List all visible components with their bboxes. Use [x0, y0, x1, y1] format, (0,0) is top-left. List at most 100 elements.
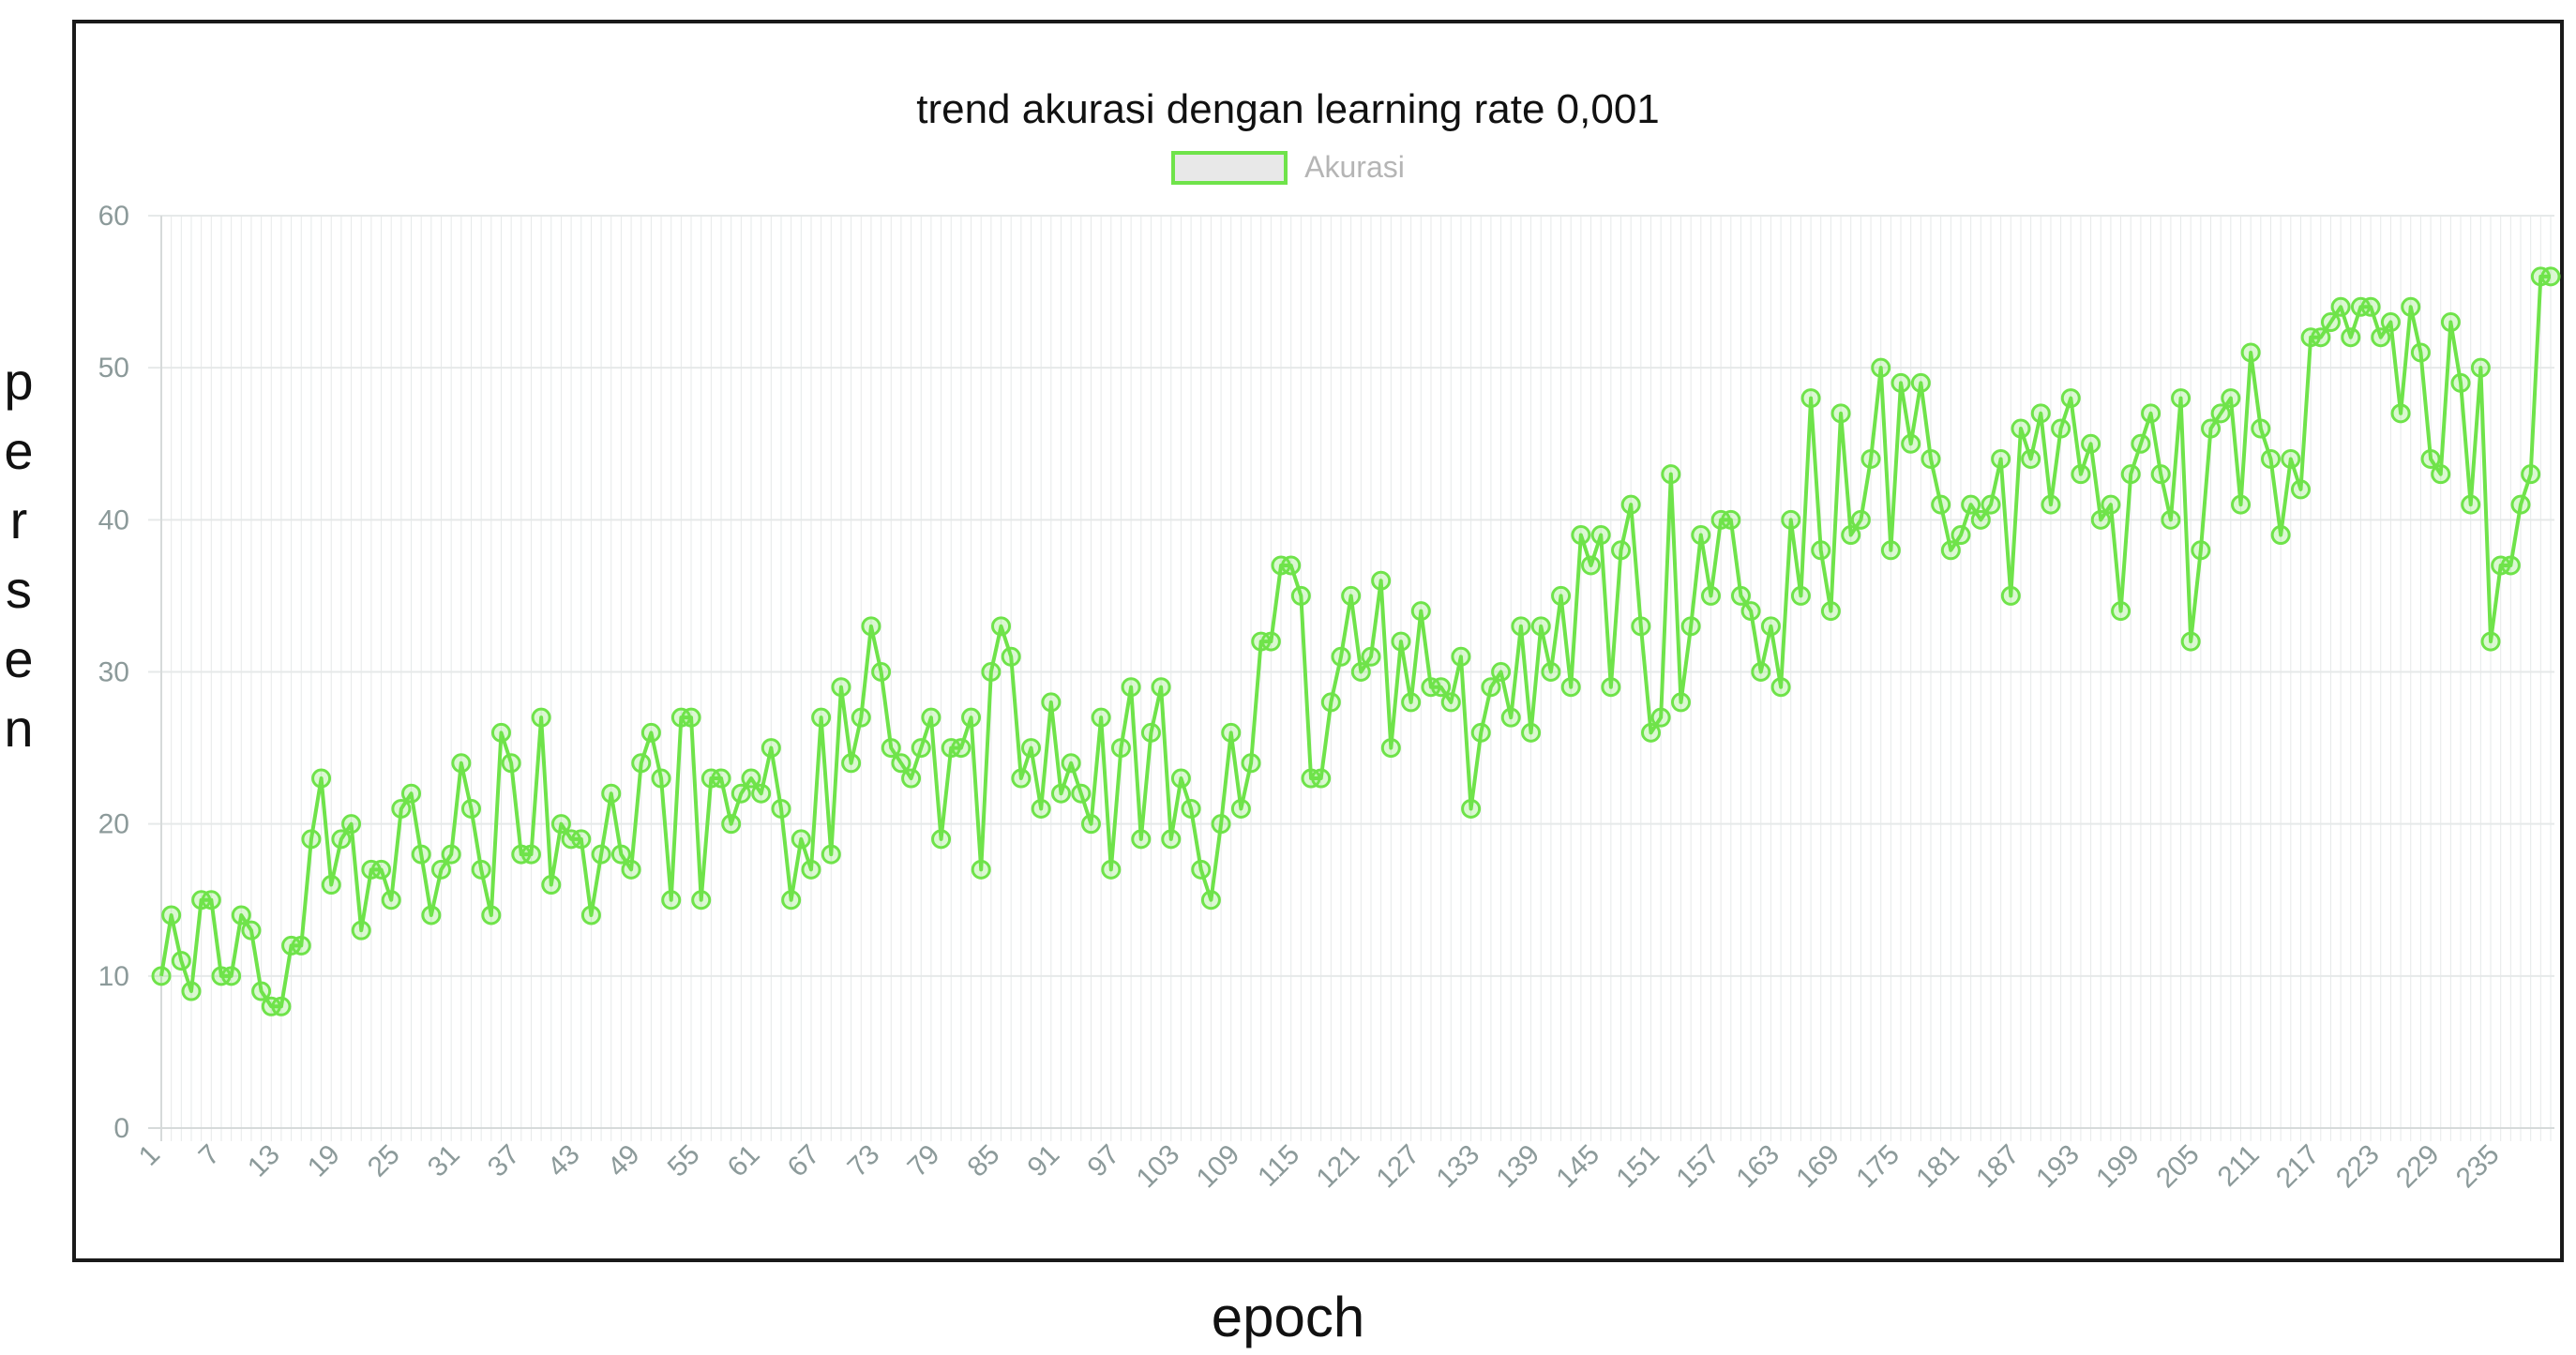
data-point: [2330, 296, 2351, 317]
data-point: [1121, 677, 1141, 698]
data-point: [1811, 540, 1831, 561]
data-point: [2041, 494, 2061, 515]
data-point: [1571, 525, 1591, 546]
data-point: [1860, 448, 1881, 469]
data-point: [1320, 692, 1341, 713]
x-tick-label: 163: [1730, 1139, 1785, 1195]
data-point: [1001, 646, 1021, 667]
data-point: [761, 738, 781, 759]
x-tick-label: 121: [1311, 1139, 1366, 1195]
legend-label-akurasi[interactable]: Akurasi: [1304, 150, 1405, 184]
data-point: [991, 616, 1012, 637]
data-point: [311, 768, 332, 789]
y-axis-label-letter: e: [4, 421, 34, 480]
data-point: [811, 707, 832, 728]
data-point: [2221, 388, 2241, 409]
data-point: [2521, 464, 2541, 485]
data-point: [1371, 570, 1392, 591]
data-point: [161, 905, 182, 926]
data-point: [1431, 677, 1452, 698]
data-point: [2021, 448, 2041, 469]
data-point: [2401, 296, 2421, 317]
data-point: [861, 616, 881, 637]
data-point: [2540, 266, 2561, 287]
x-tick-label: 79: [902, 1139, 946, 1183]
x-tick-label: 157: [1670, 1139, 1725, 1195]
legend[interactable]: Akurasi: [0, 150, 2576, 185]
data-point: [541, 875, 562, 896]
data-point: [1041, 692, 1062, 713]
data-point: [2231, 494, 2252, 515]
data-point: [2150, 464, 2171, 485]
y-tick-label: 40: [98, 504, 129, 535]
data-point: [2431, 464, 2451, 485]
x-tick-label: 1: [133, 1139, 166, 1172]
x-tick-label: 139: [1490, 1139, 1545, 1195]
data-point: [221, 966, 242, 986]
data-point: [1260, 631, 1281, 652]
data-point: [351, 920, 371, 941]
data-point: [1581, 555, 1602, 576]
data-point: [331, 829, 352, 850]
x-tick-label: 7: [193, 1139, 226, 1172]
data-point: [2180, 631, 2201, 652]
data-point: [1331, 646, 1351, 667]
data-point: [2201, 418, 2222, 439]
data-point: [1751, 662, 1771, 682]
data-point: [1200, 890, 1221, 911]
data-point: [741, 768, 761, 789]
data-point: [1940, 540, 1961, 561]
data-point: [1511, 616, 1531, 637]
data-point: [1661, 464, 1681, 485]
data-point: [1290, 585, 1311, 606]
data-point: [1211, 814, 1231, 835]
data-point: [441, 844, 461, 865]
data-point: [2141, 403, 2162, 424]
data-point: [1611, 540, 1632, 561]
data-point: [1530, 616, 1551, 637]
data-point: [721, 814, 742, 835]
data-point: [971, 859, 991, 880]
y-axis-label-letter: e: [4, 629, 34, 688]
data-point: [1161, 829, 1182, 850]
data-point: [981, 662, 1002, 682]
x-tick-label: 145: [1550, 1139, 1605, 1195]
data-point: [1961, 494, 1981, 515]
data-point: [711, 768, 731, 789]
data-point: [1380, 738, 1401, 759]
data-point: [1590, 525, 1611, 546]
data-point: [1221, 722, 1242, 743]
data-point: [1230, 798, 1251, 819]
data-point: [501, 753, 521, 774]
data-point: [1521, 722, 1542, 743]
data-point: [921, 707, 942, 728]
legend-swatch-akurasi[interactable]: [1171, 150, 1288, 185]
data-point: [181, 981, 202, 1001]
data-point: [1931, 494, 1951, 515]
data-point: [481, 905, 502, 926]
data-point: [1311, 768, 1332, 789]
data-point: [2161, 509, 2181, 530]
x-tick-label: 217: [2270, 1139, 2326, 1195]
x-tick-label: 223: [2330, 1139, 2386, 1195]
data-point: [371, 859, 392, 880]
x-tick-label: 187: [1970, 1139, 2026, 1195]
y-tick-label: 10: [98, 961, 129, 992]
data-point: [1410, 601, 1431, 622]
data-point: [2371, 327, 2391, 348]
x-tick-label: 133: [1430, 1139, 1485, 1195]
data-point: [891, 753, 911, 774]
data-point: [1650, 707, 1671, 728]
x-tick-label: 37: [482, 1139, 526, 1183]
data-point: [1670, 692, 1691, 713]
data-point: [580, 905, 601, 926]
x-tick-label: 211: [2212, 1139, 2266, 1193]
data-point: [951, 738, 972, 759]
x-tick-label: 55: [662, 1139, 706, 1183]
x-tick-label: 205: [2150, 1139, 2206, 1195]
data-point: [2410, 342, 2431, 363]
data-point: [1880, 540, 1901, 561]
data-point: [1350, 662, 1371, 682]
data-point: [1820, 601, 1841, 622]
data-point: [2480, 631, 2501, 652]
